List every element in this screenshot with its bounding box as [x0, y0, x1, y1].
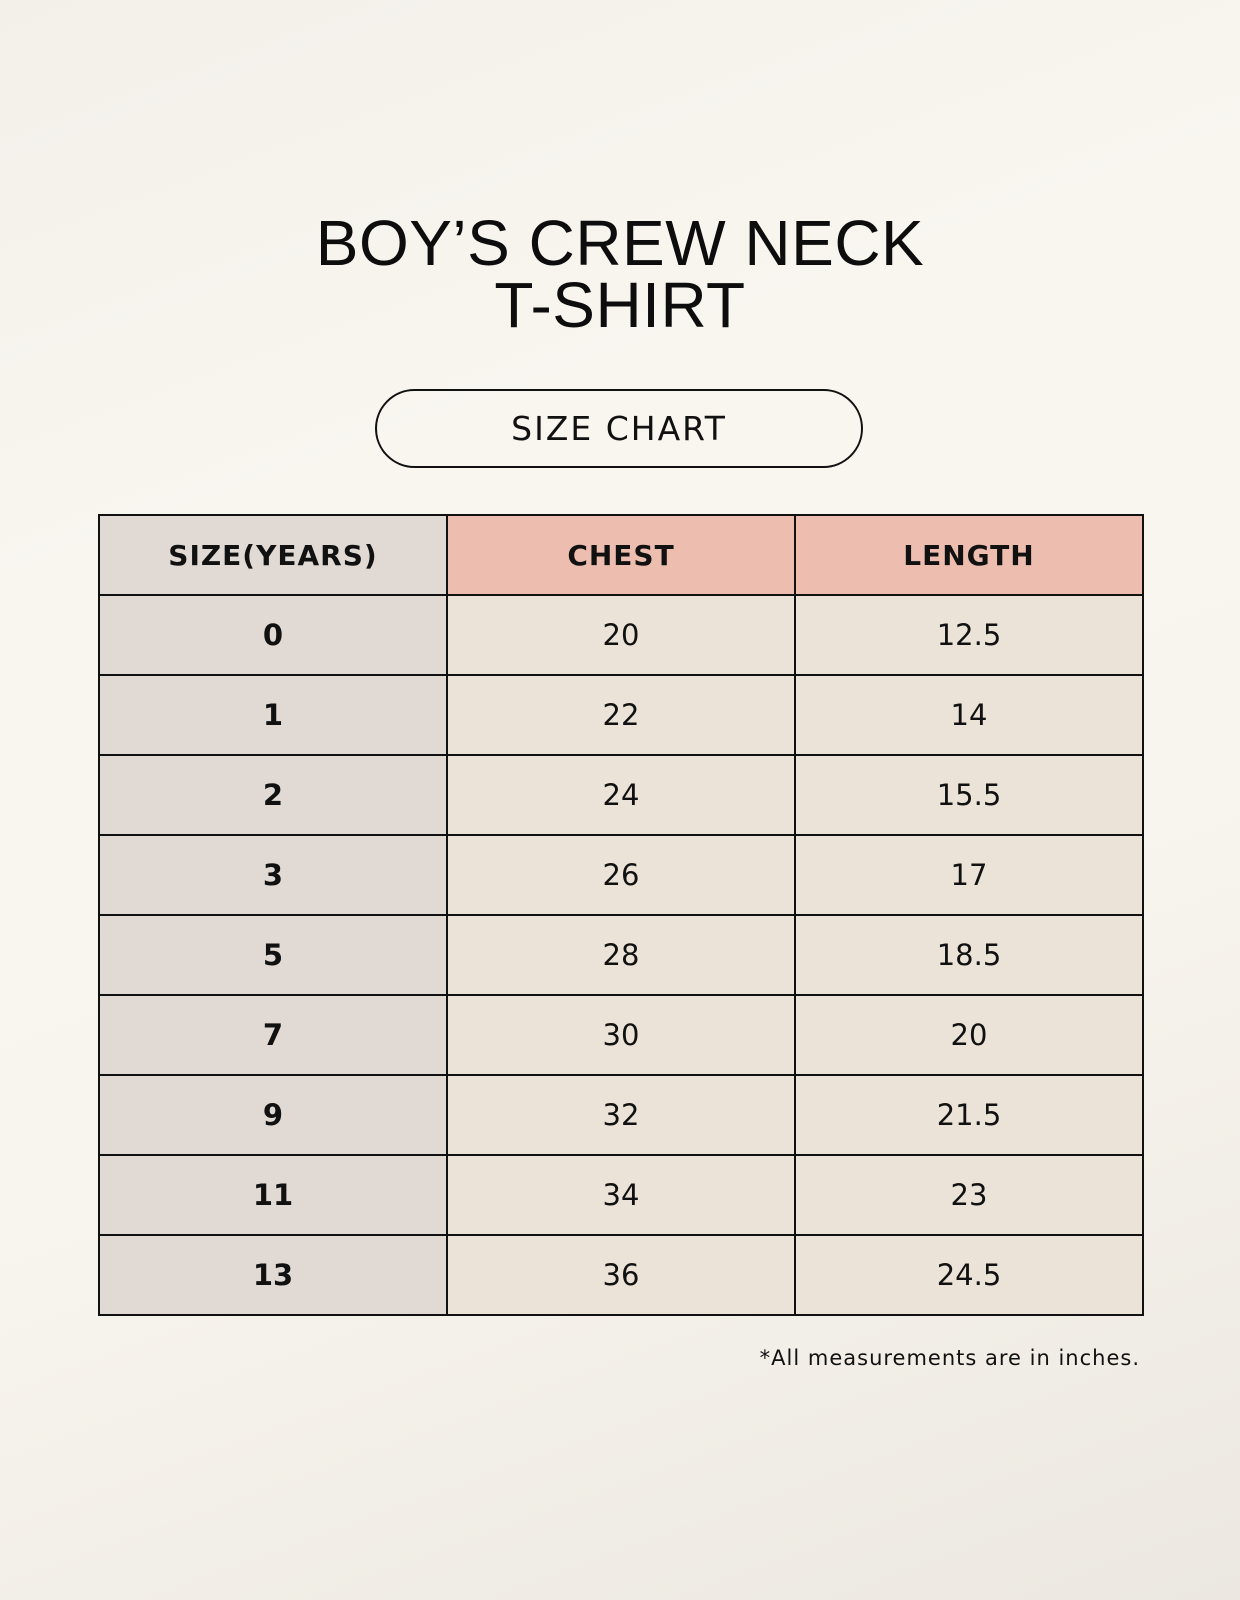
header-size: SIZE(YEARS): [98, 514, 448, 596]
cell-chest: 20: [446, 594, 796, 676]
cell-length: 12.5: [794, 594, 1144, 676]
cell-length: 21.5: [794, 1074, 1144, 1156]
cell-chest: 34: [446, 1154, 796, 1236]
cell-length: 15.5: [794, 754, 1144, 836]
size-table: SIZE(YEARS) CHEST LENGTH 0 20 12.5 1 22 14 2 24…: [98, 514, 1144, 1316]
table-row: 9 32 21.5: [98, 1074, 1144, 1156]
table-row: 0 20 12.5: [98, 594, 1144, 676]
cell-size: 7: [98, 994, 448, 1076]
table-row: 7 30 20: [98, 994, 1144, 1076]
cell-length: 20: [794, 994, 1144, 1076]
cell-chest: 24: [446, 754, 796, 836]
title-line-2: T-SHIRT: [494, 269, 746, 341]
size-chart-badge: SIZE CHART: [375, 389, 863, 468]
cell-chest: 26: [446, 834, 796, 916]
cell-chest: 28: [446, 914, 796, 996]
cell-chest: 22: [446, 674, 796, 756]
cell-length: 17: [794, 834, 1144, 916]
table-row: 5 28 18.5: [98, 914, 1144, 996]
cell-chest: 36: [446, 1234, 796, 1316]
cell-size: 1: [98, 674, 448, 756]
header-length: LENGTH: [794, 514, 1144, 596]
table-row: 3 26 17: [98, 834, 1144, 916]
table-row: 2 24 15.5: [98, 754, 1144, 836]
cell-size: 9: [98, 1074, 448, 1156]
cell-size: 0: [98, 594, 448, 676]
table-row: 11 34 23: [98, 1154, 1144, 1236]
table-row: 1 22 14: [98, 674, 1144, 756]
cell-size: 2: [98, 754, 448, 836]
page-title: BOY’S CREW NECK T-SHIRT: [0, 207, 1240, 341]
table-header-row: SIZE(YEARS) CHEST LENGTH: [98, 514, 1144, 596]
title-line-1: BOY’S CREW NECK: [315, 207, 925, 279]
cell-size: 3: [98, 834, 448, 916]
cell-length: 18.5: [794, 914, 1144, 996]
table-row: 13 36 24.5: [98, 1234, 1144, 1316]
cell-chest: 32: [446, 1074, 796, 1156]
cell-size: 11: [98, 1154, 448, 1236]
cell-chest: 30: [446, 994, 796, 1076]
cell-length: 14: [794, 674, 1144, 756]
cell-size: 5: [98, 914, 448, 996]
footnote: *All measurements are in inches.: [759, 1346, 1140, 1370]
cell-length: 23: [794, 1154, 1144, 1236]
cell-size: 13: [98, 1234, 448, 1316]
header-chest: CHEST: [446, 514, 796, 596]
cell-length: 24.5: [794, 1234, 1144, 1316]
